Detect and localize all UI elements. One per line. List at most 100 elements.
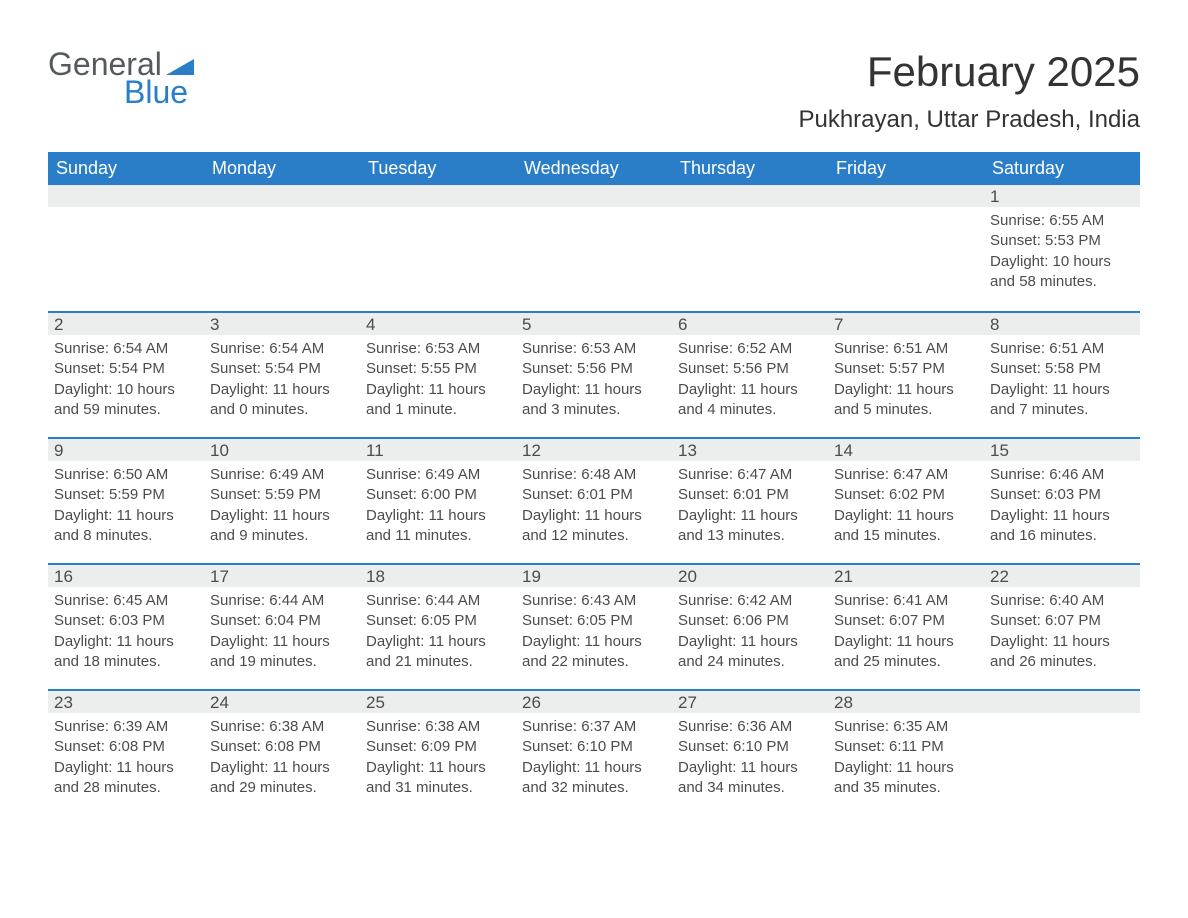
cell-body [360,207,516,221]
day-number: 23 [48,691,204,713]
sunrise-text: Sunrise: 6:41 AM [834,591,978,611]
daylight-text: Daylight: 10 hours and 58 minutes. [990,252,1134,293]
sunset-text: Sunset: 5:56 PM [678,359,822,379]
day-header: Friday [828,152,984,185]
calendar-cell: 28Sunrise: 6:35 AMSunset: 6:11 PMDayligh… [828,691,984,815]
title-block: February 2025 Pukhrayan, Uttar Pradesh, … [798,48,1140,134]
sunrise-text: Sunrise: 6:36 AM [678,717,822,737]
page: General Blue February 2025 Pukhrayan, Ut… [0,0,1188,845]
daylight-text: Daylight: 11 hours and 19 minutes. [210,632,354,673]
sunrise-text: Sunrise: 6:47 AM [678,465,822,485]
sunrise-text: Sunrise: 6:50 AM [54,465,198,485]
sunrise-text: Sunrise: 6:38 AM [210,717,354,737]
calendar-cell: 5Sunrise: 6:53 AMSunset: 5:56 PMDaylight… [516,313,672,437]
day-number [204,185,360,207]
daylight-text: Daylight: 11 hours and 1 minute. [366,380,510,421]
sunset-text: Sunset: 5:57 PM [834,359,978,379]
sunrise-text: Sunrise: 6:39 AM [54,717,198,737]
cell-body: Sunrise: 6:38 AMSunset: 6:08 PMDaylight:… [204,713,360,808]
daylight-text: Daylight: 11 hours and 18 minutes. [54,632,198,673]
weeks-container: 1Sunrise: 6:55 AMSunset: 5:53 PMDaylight… [48,185,1140,815]
daylight-text: Daylight: 11 hours and 24 minutes. [678,632,822,673]
sunset-text: Sunset: 6:07 PM [990,611,1134,631]
sunset-text: Sunset: 6:05 PM [366,611,510,631]
daylight-text: Daylight: 11 hours and 15 minutes. [834,506,978,547]
day-number: 10 [204,439,360,461]
cell-body: Sunrise: 6:54 AMSunset: 5:54 PMDaylight:… [204,335,360,430]
sunset-text: Sunset: 6:01 PM [678,485,822,505]
sunset-text: Sunset: 6:01 PM [522,485,666,505]
daylight-text: Daylight: 11 hours and 16 minutes. [990,506,1134,547]
calendar-cell: 20Sunrise: 6:42 AMSunset: 6:06 PMDayligh… [672,565,828,689]
calendar-cell [360,185,516,311]
cell-body: Sunrise: 6:48 AMSunset: 6:01 PMDaylight:… [516,461,672,556]
sunset-text: Sunset: 6:06 PM [678,611,822,631]
daylight-text: Daylight: 11 hours and 4 minutes. [678,380,822,421]
logo: General Blue [48,48,194,108]
calendar-cell: 21Sunrise: 6:41 AMSunset: 6:07 PMDayligh… [828,565,984,689]
calendar-cell: 7Sunrise: 6:51 AMSunset: 5:57 PMDaylight… [828,313,984,437]
sunset-text: Sunset: 6:02 PM [834,485,978,505]
sunset-text: Sunset: 5:54 PM [54,359,198,379]
cell-body: Sunrise: 6:44 AMSunset: 6:05 PMDaylight:… [360,587,516,682]
header: General Blue February 2025 Pukhrayan, Ut… [48,48,1140,134]
sunset-text: Sunset: 6:03 PM [990,485,1134,505]
calendar-cell: 27Sunrise: 6:36 AMSunset: 6:10 PMDayligh… [672,691,828,815]
cell-body: Sunrise: 6:55 AMSunset: 5:53 PMDaylight:… [984,207,1140,302]
day-header: Thursday [672,152,828,185]
sunrise-text: Sunrise: 6:45 AM [54,591,198,611]
cell-body [672,207,828,221]
month-title: February 2025 [798,48,1140,96]
calendar-cell: 18Sunrise: 6:44 AMSunset: 6:05 PMDayligh… [360,565,516,689]
cell-body: Sunrise: 6:54 AMSunset: 5:54 PMDaylight:… [48,335,204,430]
day-number: 17 [204,565,360,587]
sunrise-text: Sunrise: 6:55 AM [990,211,1134,231]
sunrise-text: Sunrise: 6:37 AM [522,717,666,737]
daylight-text: Daylight: 11 hours and 31 minutes. [366,758,510,799]
cell-body: Sunrise: 6:53 AMSunset: 5:56 PMDaylight:… [516,335,672,430]
sunset-text: Sunset: 6:05 PM [522,611,666,631]
sunrise-text: Sunrise: 6:46 AM [990,465,1134,485]
sunrise-text: Sunrise: 6:38 AM [366,717,510,737]
sunset-text: Sunset: 5:55 PM [366,359,510,379]
cell-body: Sunrise: 6:49 AMSunset: 5:59 PMDaylight:… [204,461,360,556]
sunrise-text: Sunrise: 6:47 AM [834,465,978,485]
daylight-text: Daylight: 11 hours and 29 minutes. [210,758,354,799]
cell-body: Sunrise: 6:37 AMSunset: 6:10 PMDaylight:… [516,713,672,808]
daylight-text: Daylight: 11 hours and 32 minutes. [522,758,666,799]
sunset-text: Sunset: 5:56 PM [522,359,666,379]
sunset-text: Sunset: 6:10 PM [678,737,822,757]
day-header: Sunday [48,152,204,185]
cell-body: Sunrise: 6:38 AMSunset: 6:09 PMDaylight:… [360,713,516,808]
calendar-cell [516,185,672,311]
calendar-cell [672,185,828,311]
sunrise-text: Sunrise: 6:44 AM [366,591,510,611]
day-number: 25 [360,691,516,713]
day-number: 16 [48,565,204,587]
sunset-text: Sunset: 6:03 PM [54,611,198,631]
day-number: 21 [828,565,984,587]
day-number: 3 [204,313,360,335]
sunrise-text: Sunrise: 6:44 AM [210,591,354,611]
sunset-text: Sunset: 6:04 PM [210,611,354,631]
cell-body: Sunrise: 6:43 AMSunset: 6:05 PMDaylight:… [516,587,672,682]
calendar-cell: 6Sunrise: 6:52 AMSunset: 5:56 PMDaylight… [672,313,828,437]
calendar-cell: 26Sunrise: 6:37 AMSunset: 6:10 PMDayligh… [516,691,672,815]
day-number [672,185,828,207]
sunset-text: Sunset: 5:54 PM [210,359,354,379]
calendar-cell: 23Sunrise: 6:39 AMSunset: 6:08 PMDayligh… [48,691,204,815]
daylight-text: Daylight: 11 hours and 9 minutes. [210,506,354,547]
calendar-cell: 14Sunrise: 6:47 AMSunset: 6:02 PMDayligh… [828,439,984,563]
sunrise-text: Sunrise: 6:35 AM [834,717,978,737]
day-number: 24 [204,691,360,713]
day-number: 2 [48,313,204,335]
sunset-text: Sunset: 5:59 PM [54,485,198,505]
day-number: 1 [984,185,1140,207]
cell-body: Sunrise: 6:53 AMSunset: 5:55 PMDaylight:… [360,335,516,430]
daylight-text: Daylight: 11 hours and 28 minutes. [54,758,198,799]
calendar-cell: 19Sunrise: 6:43 AMSunset: 6:05 PMDayligh… [516,565,672,689]
sunset-text: Sunset: 6:08 PM [210,737,354,757]
day-number [360,185,516,207]
sunset-text: Sunset: 6:11 PM [834,737,978,757]
calendar-cell: 8Sunrise: 6:51 AMSunset: 5:58 PMDaylight… [984,313,1140,437]
